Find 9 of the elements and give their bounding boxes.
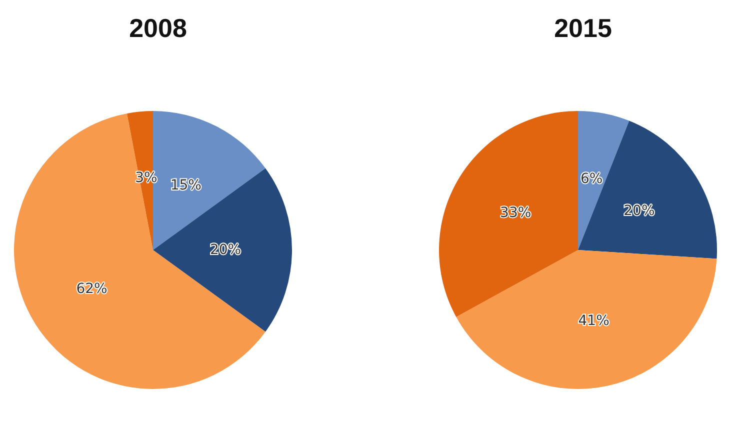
data-label: 41%	[578, 312, 610, 329]
data-label: 62%	[76, 280, 108, 297]
data-label: 6%	[580, 170, 603, 187]
chart-title: 2008	[129, 13, 187, 43]
data-label: 15%	[170, 177, 202, 194]
chart-title: 2015	[554, 13, 612, 43]
data-label: 20%	[624, 203, 655, 220]
data-label: 33%	[500, 205, 532, 222]
data-label: 20%	[210, 242, 242, 258]
